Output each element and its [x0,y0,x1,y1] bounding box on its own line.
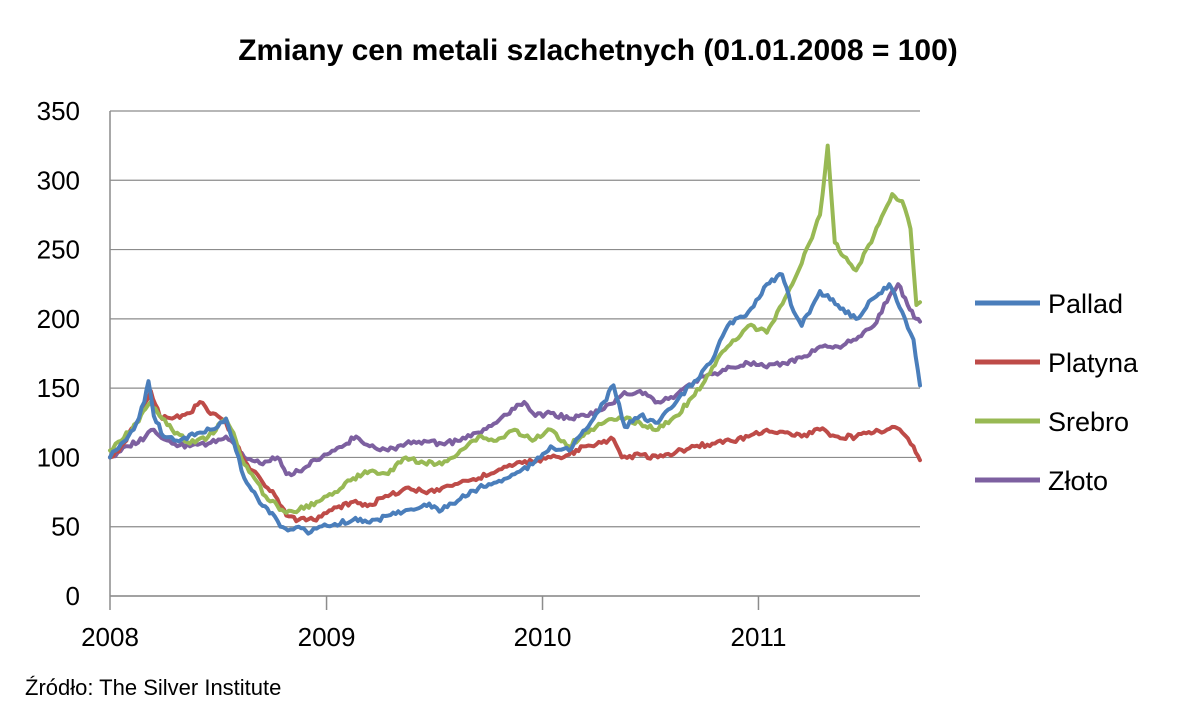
legend-label: Złoto [1048,466,1108,496]
series-line-złoto [108,282,922,478]
x-tick-label: 2011 [731,622,787,652]
y-tick-label: 100 [37,442,80,472]
chart-title: Zmiany cen metali szlachetnych (01.01.20… [238,34,958,67]
x-tick-label: 2009 [298,622,356,652]
legend-label: Srebro [1048,407,1129,437]
series-lines [108,143,922,536]
x-tick-label: 2010 [514,622,572,652]
legend-label: Platyna [1048,348,1139,378]
gridlines [109,110,920,597]
legend: Pallad Platyna Srebro Złoto [975,289,1139,496]
y-tick-label: 0 [66,581,80,611]
source-note: Źródło: The Silver Institute [25,675,281,700]
x-axis-ticks: 2008 2009 2010 2011 [81,596,786,652]
y-tick-label: 50 [51,512,80,542]
y-tick-label: 150 [37,373,80,403]
y-axis-ticks: 0 50 100 150 200 250 300 350 [37,96,80,611]
y-tick-label: 250 [37,235,80,265]
x-tick-label: 2008 [81,622,139,652]
y-tick-label: 350 [37,96,80,126]
y-tick-label: 300 [37,165,80,195]
legend-label: Pallad [1048,289,1123,319]
y-tick-label: 200 [37,304,80,334]
series-line-pallad [108,272,922,536]
